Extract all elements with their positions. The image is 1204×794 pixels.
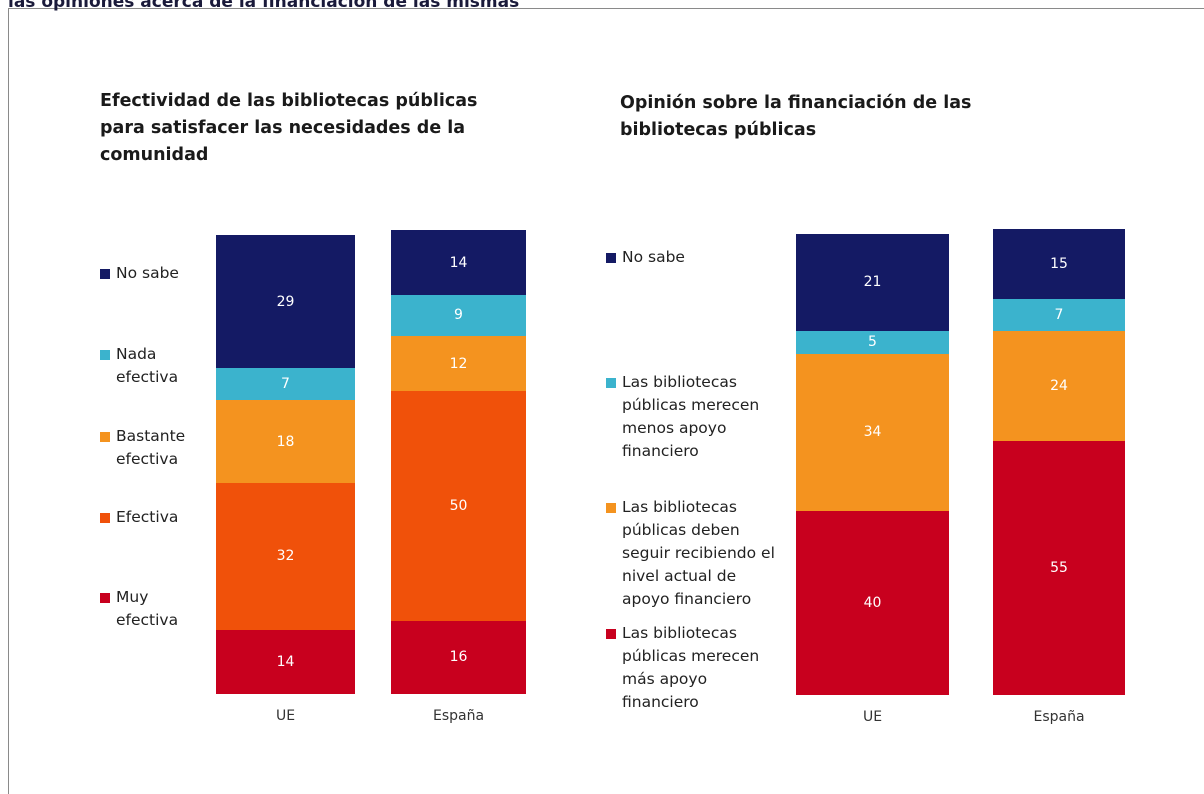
legend-item: No sabe xyxy=(606,246,786,269)
bar-segment xyxy=(391,294,526,336)
value-label: 29 xyxy=(276,293,295,310)
bar-segment xyxy=(796,353,949,511)
bar-segment xyxy=(391,391,526,621)
legend-item: Muy efectiva xyxy=(100,586,210,632)
value-label: 14 xyxy=(449,254,468,271)
value-label: 21 xyxy=(863,274,882,291)
bar-segment xyxy=(391,335,526,392)
caption: las opiniones acerca de la financiación … xyxy=(8,0,520,12)
category-label: UE xyxy=(275,708,296,724)
legend-swatch xyxy=(100,513,110,523)
legend-label: Bastante efectiva xyxy=(116,427,186,468)
chart-title: Efectividad de las bibliotecas públicas … xyxy=(100,91,478,165)
bar-segment xyxy=(796,330,949,354)
legend-item: Las bibliotecas públicas merecen menos a… xyxy=(606,371,786,463)
bar-segment xyxy=(993,330,1125,442)
legend-label: No sabe xyxy=(116,264,179,282)
legend-swatch xyxy=(100,432,110,442)
value-label: 7 xyxy=(281,376,290,393)
chart-title: Opinión sobre la financiación de las bib… xyxy=(620,93,972,140)
value-label: 12 xyxy=(449,355,468,372)
bar-segment xyxy=(391,230,526,295)
bar-segment xyxy=(216,629,355,694)
value-label: 14 xyxy=(276,653,295,670)
value-label: 55 xyxy=(1050,560,1068,577)
bar-segment xyxy=(796,510,949,695)
legend-swatch xyxy=(100,593,110,603)
category-label: UE xyxy=(862,709,883,725)
value-label: 18 xyxy=(276,433,295,450)
bar-segment xyxy=(391,620,526,694)
legend-label: Muy efectiva xyxy=(116,588,179,629)
legend-item: Las bibliotecas públicas deben seguir re… xyxy=(606,496,786,611)
value-label: 50 xyxy=(449,497,468,514)
bar-segment xyxy=(216,400,355,483)
frame xyxy=(8,8,1204,794)
bar-segment xyxy=(216,235,355,369)
value-label: 9 xyxy=(454,307,463,324)
legend-label: Efectiva xyxy=(116,508,179,526)
legend-label: Las bibliotecas públicas merecen menos a… xyxy=(622,373,760,460)
legend-label: Las bibliotecas públicas deben seguir re… xyxy=(622,498,775,608)
bar-segment xyxy=(993,229,1125,299)
legend-item: Las bibliotecas públicas merecen más apo… xyxy=(606,622,786,714)
value-label: 7 xyxy=(1054,306,1064,323)
legend-item: Bastante efectiva xyxy=(100,425,210,471)
legend-swatch xyxy=(606,253,616,263)
legend-label: Nada efectiva xyxy=(116,345,179,386)
legend-label: Las bibliotecas públicas merecen más apo… xyxy=(622,624,760,711)
bar-segment xyxy=(993,298,1125,331)
bar-segment xyxy=(216,368,355,401)
category-label: España xyxy=(1033,709,1085,725)
legend-swatch xyxy=(100,269,110,279)
legend-item: Nada efectiva xyxy=(100,343,210,389)
bar-segment xyxy=(993,441,1125,695)
value-label: 34 xyxy=(863,424,882,441)
legend-label: No sabe xyxy=(622,248,685,266)
legend-swatch xyxy=(100,350,110,360)
legend-item: Efectiva xyxy=(100,506,210,529)
legend-swatch xyxy=(606,629,616,639)
value-label: 32 xyxy=(276,548,295,565)
legend-item: No sabe xyxy=(100,262,210,285)
value-label: 16 xyxy=(449,649,468,666)
legend-swatch xyxy=(606,503,616,513)
value-label: 24 xyxy=(1050,378,1068,395)
value-label: 5 xyxy=(868,334,877,351)
value-label: 40 xyxy=(863,594,882,611)
category-label: España xyxy=(432,708,485,724)
value-label: 15 xyxy=(1050,255,1068,272)
bar-segment xyxy=(216,482,355,630)
legend-swatch xyxy=(606,378,616,388)
bar-segment xyxy=(796,234,949,331)
